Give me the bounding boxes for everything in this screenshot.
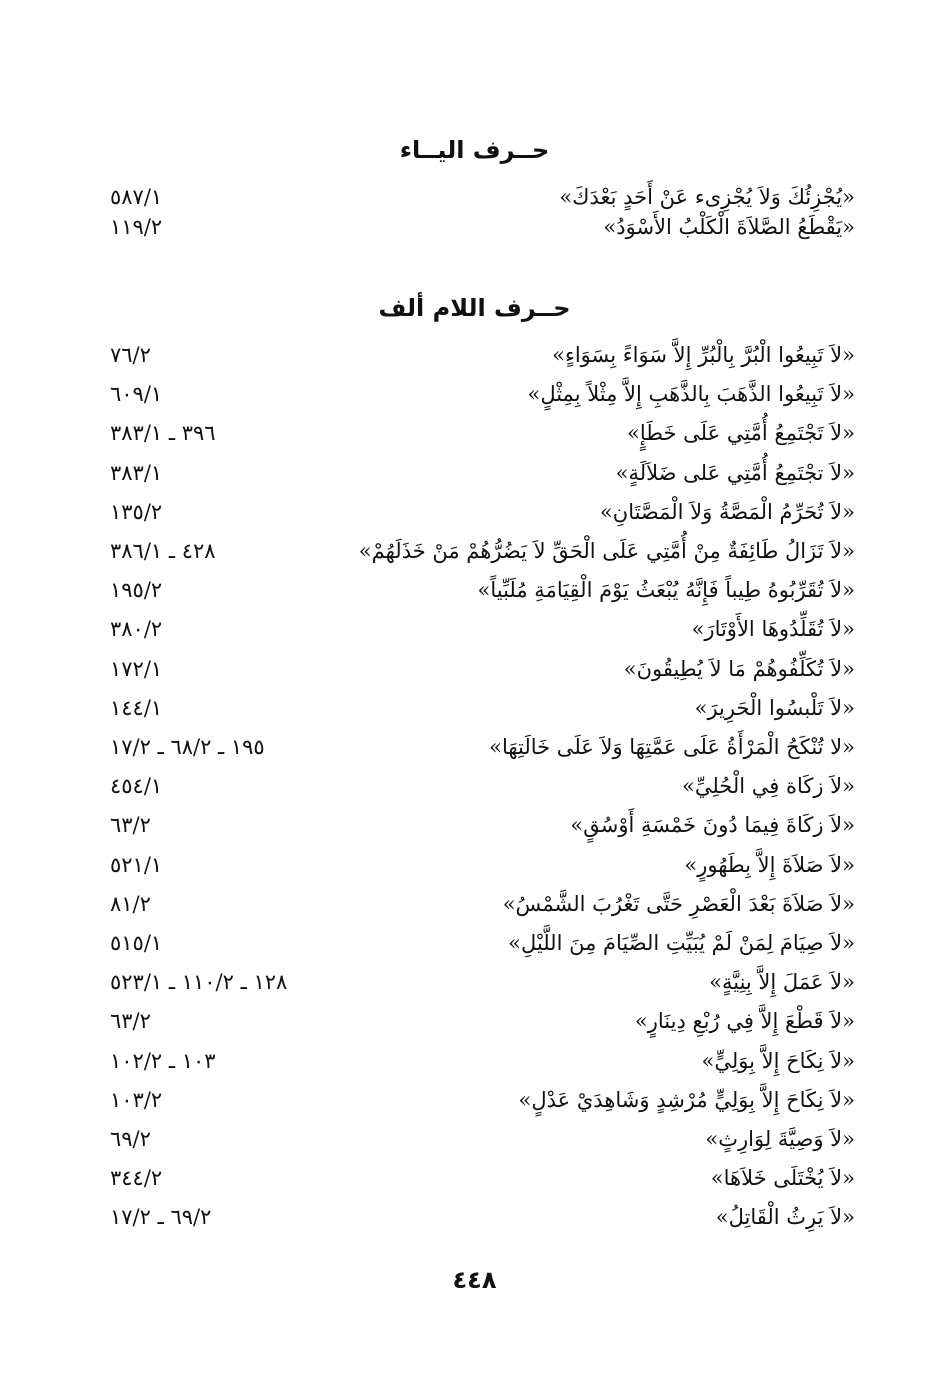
- index-entry: «لاَ زكَاة فِي الْحُلِيِّ» ٤٥٤/١: [0, 770, 949, 802]
- index-entry: «لاَ صَلاَةَ إِلاَّ بِطَهُورٍ» ٥٢١/١: [0, 849, 949, 881]
- hadith-text: «لاَ يَرِثُ الْقَاتِلُ»: [715, 1205, 855, 1229]
- hadith-text: «لاَ نِكَاحَ إِلاَّ بِوَلِيٍّ»: [701, 1049, 855, 1073]
- index-entry: «لاَ تَلْبسُوا الْحَرِيرَ» ١٤٤/١: [0, 692, 949, 724]
- page-number: ٤٤٨: [452, 1266, 497, 1294]
- index-entry: «لاَ تجْتَمِعُ أُمَّتِي عَلى ضَلاَلَةٍ» ٣…: [0, 457, 949, 489]
- page-reference: ٦٩/٢: [110, 1127, 151, 1151]
- hadith-text: «لاَ زكَاةَ فِيمَا دُونَ خَمْسَةِ أَوْسُ…: [570, 813, 855, 837]
- hadith-text: «لا تُنْكَحُ الْمَرْأَةُ عَلَى عَمَّتِهَ…: [489, 735, 855, 759]
- hadith-text: «لاَ عَمَلَ إِلاَّ بِنِيَّةٍ»: [709, 970, 855, 994]
- index-entry: «لاَ تَبِيعُوا الذَّهَبَ بِالذَّهَبِ إِل…: [0, 378, 949, 410]
- page-reference: ٣٨٠/٢: [110, 617, 163, 641]
- hadith-text: «لاَ نِكَاحَ إِلاَّ بِوَلِيٍّ مُرْشِدٍ و…: [518, 1088, 855, 1112]
- hadith-text: «لاَ قَطْعَ إِلاَّ فِي رُبْعِ دِينَارٍ»: [634, 1009, 855, 1033]
- index-entry: «لاَ تَجْتَمِعُ أُمَّتِي عَلَى خَطَإٍ» ٣٩…: [0, 417, 949, 449]
- hadith-text: «لاَ صِيَامَ لِمَنْ لَمْ يُبَيِّتِ الصِّ…: [508, 931, 855, 955]
- hadith-text: «يُجْزِئُكَ وَلاَ يُجْزِىء عَنْ أَحَدٍ ب…: [559, 185, 855, 209]
- hadith-text: «لاَ صَلاَةَ إِلاَّ بِطَهُورٍ»: [684, 853, 855, 877]
- hadith-text: «لاَ تَزَالُ طَائِفَةٌ مِنْ أُمَّتِي عَل…: [358, 539, 855, 563]
- page-reference: ٦٣/٢: [110, 813, 151, 837]
- index-entry: «لاَ نِكَاحَ إِلاَّ بِوَلِيٍّ مُرْشِدٍ و…: [0, 1084, 949, 1116]
- index-entry: «لاَ نِكَاحَ إِلاَّ بِوَلِيٍّ» ١٠٣ ـ ١٠٢/…: [0, 1045, 949, 1077]
- section-heading: حــرف اليــاء: [399, 136, 550, 164]
- page-reference: ٣٤٤/٢: [110, 1166, 163, 1190]
- hadith-text: «يَقْطَعُ الصَّلاَةَ الْكَلْبُ الأَسْوَد…: [603, 215, 855, 239]
- index-entry: «لاَ زكَاةَ فِيمَا دُونَ خَمْسَةِ أَوْسُ…: [0, 809, 949, 841]
- page-reference: ١٤٤/١: [110, 696, 163, 720]
- index-entry: «لاَ يَرِثُ الْقَاتِلُ» ٦٩/٢ ـ ١٧/٢: [0, 1201, 949, 1233]
- hadith-text: «لاَ تَلْبسُوا الْحَرِيرَ»: [694, 696, 855, 720]
- page-reference: ١٠٣ ـ ١٠٢/٢: [110, 1049, 216, 1073]
- index-entry: «لاَ تَبِيعُوا الْبُرَّ بِالْبُرِّ إِلاَ…: [0, 339, 949, 371]
- page-reference: ٦٩/٢ ـ ١٧/٢: [110, 1205, 212, 1229]
- page-reference: ٣٨٣/١: [110, 461, 163, 485]
- hadith-text: «لاَ يُخْتَلَى خَلاَهَا»: [710, 1166, 855, 1190]
- page-reference: ٤٥٤/١: [110, 774, 163, 798]
- page-reference: ١٢٨ ـ ١١٠/٢ ـ ٥٢٣/١: [110, 970, 288, 994]
- hadith-text: «لاَ تَجْتَمِعُ أُمَّتِي عَلَى خَطَإٍ»: [627, 421, 855, 445]
- index-entry: «لاَ تَزَالُ طَائِفَةٌ مِنْ أُمَّتِي عَل…: [0, 535, 949, 567]
- hadith-text: «لاَ زكَاة فِي الْحُلِيِّ»: [681, 774, 855, 798]
- index-entry: «لا تُنْكَحُ الْمَرْأَةُ عَلَى عَمَّتِهَ…: [0, 731, 949, 763]
- index-entry: «لاَ تُحَرِّمُ الْمَصَّةُ وَلاَ الْمَصَّ…: [0, 496, 949, 528]
- page-reference: ٦٠٩/١: [110, 382, 163, 406]
- hadith-text: «لاَ تُحَرِّمُ الْمَصَّةُ وَلاَ الْمَصَّ…: [599, 500, 855, 524]
- page-reference: ١٠٣/٢: [110, 1088, 163, 1112]
- index-entry: «لاَ عَمَلَ إِلاَّ بِنِيَّةٍ» ١٢٨ ـ ١١٠/٢…: [0, 966, 949, 998]
- page-reference: ١١٩/٢: [110, 215, 163, 239]
- index-entry: «لاَ صَلاَةَ بَعْدَ الْعَصْرِ حَتَّى تَغ…: [0, 888, 949, 920]
- page-reference: ١٣٥/٢: [110, 500, 163, 524]
- page-reference: ٥٨٧/١: [110, 185, 163, 209]
- page-reference: ٦٣/٢: [110, 1009, 151, 1033]
- index-entry: «لاَ يُخْتَلَى خَلاَهَا» ٣٤٤/٢: [0, 1162, 949, 1194]
- hadith-text: «لاَ تجْتَمِعُ أُمَّتِي عَلى ضَلاَلَةٍ»: [615, 461, 855, 485]
- section-heading: حــرف اللام ألف: [378, 294, 571, 322]
- page-reference: ٥٢١/١: [110, 853, 163, 877]
- hadith-text: «لاَ تَبِيعُوا الذَّهَبَ بِالذَّهَبِ إِل…: [527, 382, 855, 406]
- page-reference: ١٩٥ ـ ٦٨/٢ ـ ١٧/٢: [110, 735, 265, 759]
- hadith-text: «لاَ تُكَلِّفُوهُمْ مَا لاَ يُطِيقُونَ»: [623, 657, 855, 681]
- hadith-text: «لاَ صَلاَةَ بَعْدَ الْعَصْرِ حَتَّى تَغ…: [502, 892, 855, 916]
- page-reference: ٤٢٨ ـ ٣٨٦/١: [110, 539, 216, 563]
- page-reference: ٣٩٦ ـ ٣٨٣/١: [110, 421, 216, 445]
- index-entry: «لاَ تُكَلِّفُوهُمْ مَا لاَ يُطِيقُونَ» ١…: [0, 653, 949, 685]
- index-entry: «لاَ وَصِيَّةَ لِوَارِثٍ» ٦٩/٢: [0, 1123, 949, 1155]
- hadith-text: «لاَ تُقَلِّدُوهَا الأَوْتَارَ»: [691, 617, 855, 641]
- hadith-text: «لاَ تُقَرِّبُوهُ طِيباً فَإِنَّهُ يُبْع…: [477, 578, 855, 602]
- index-entry: «يُجْزِئُكَ وَلاَ يُجْزِىء عَنْ أَحَدٍ ب…: [0, 181, 949, 213]
- page-reference: ٨١/٢: [110, 892, 151, 916]
- index-entry: «لاَ صِيَامَ لِمَنْ لَمْ يُبَيِّتِ الصِّ…: [0, 927, 949, 959]
- page-reference: ١٩٥/٢: [110, 578, 163, 602]
- index-entry: «لاَ قَطْعَ إِلاَّ فِي رُبْعِ دِينَارٍ» ٦…: [0, 1005, 949, 1037]
- page-reference: ٥١٥/١: [110, 931, 163, 955]
- hadith-text: «لاَ وَصِيَّةَ لِوَارِثٍ»: [705, 1127, 855, 1151]
- index-entry: «لاَ تُقَلِّدُوهَا الأَوْتَارَ» ٣٨٠/٢: [0, 613, 949, 645]
- page-reference: ٧٦/٢: [110, 343, 151, 367]
- index-entry: «يَقْطَعُ الصَّلاَةَ الْكَلْبُ الأَسْوَد…: [0, 211, 949, 243]
- page-reference: ١٧٢/١: [110, 657, 163, 681]
- index-entry: «لاَ تُقَرِّبُوهُ طِيباً فَإِنَّهُ يُبْع…: [0, 574, 949, 606]
- hadith-text: «لاَ تَبِيعُوا الْبُرَّ بِالْبُرِّ إِلاَ…: [552, 343, 855, 367]
